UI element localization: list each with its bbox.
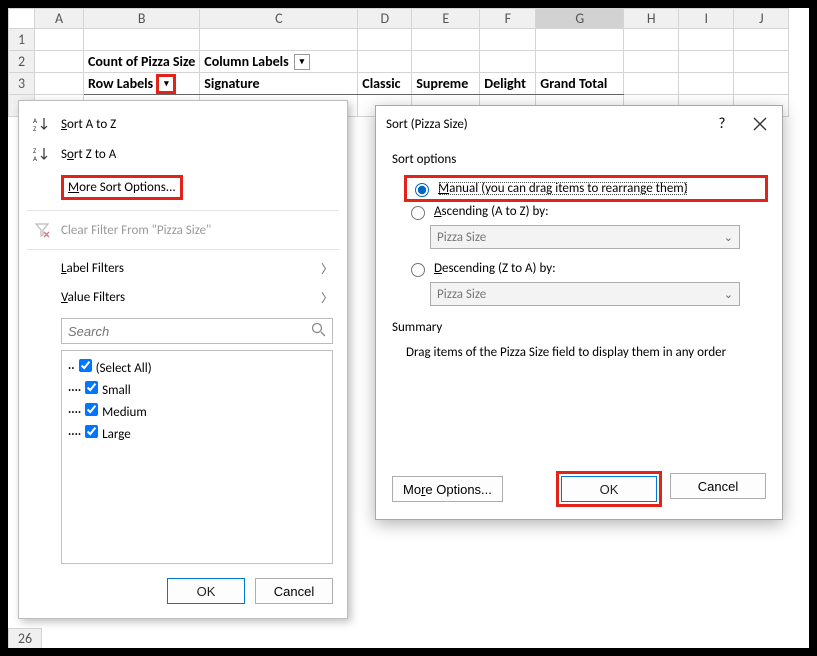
- radio-descending[interactable]: [411, 263, 425, 277]
- radio-manual-row[interactable]: Manual (you can drag items to rearrange …: [406, 177, 766, 200]
- sort-az-label: Sort A to Z: [61, 117, 116, 132]
- ascending-field-select[interactable]: Pizza Size ⌄: [430, 225, 740, 249]
- sort-a-to-z[interactable]: AZ Sort A to Z: [19, 109, 347, 139]
- dialog-titlebar: Sort (Pizza Size) ?: [376, 106, 782, 142]
- col-H[interactable]: H: [624, 9, 679, 29]
- sort-za-label: Sort Z to A: [61, 147, 116, 162]
- svg-text:A: A: [33, 154, 38, 163]
- radio-manual[interactable]: [415, 183, 429, 197]
- row-1[interactable]: 1: [9, 29, 35, 51]
- search-box: [61, 318, 333, 344]
- search-input[interactable]: [61, 318, 333, 344]
- row-3[interactable]: 3: [9, 73, 35, 95]
- row-labels-dropdown[interactable]: ▾: [158, 76, 174, 92]
- pivot-column-labels: Column Labels ▾: [200, 51, 358, 73]
- more-sort-options-label: More Sort Options...: [61, 175, 183, 200]
- col-I[interactable]: I: [679, 9, 734, 29]
- clear-filter-icon: [33, 221, 51, 239]
- filter-dropdown-menu: AZ Sort A to Z ZA Sort Z to A More Sort …: [18, 100, 348, 619]
- header-signature: Signature: [200, 73, 358, 95]
- dialog-cancel-button[interactable]: Cancel: [670, 473, 766, 499]
- filter-ok-button[interactable]: OK: [167, 578, 245, 604]
- column-labels-dropdown[interactable]: ▾: [294, 54, 310, 70]
- col-D[interactable]: D: [358, 9, 412, 29]
- col-J[interactable]: J: [734, 9, 789, 29]
- more-sort-options[interactable]: More Sort Options...: [19, 169, 347, 206]
- row-2[interactable]: 2: [9, 51, 35, 73]
- dialog-title: Sort (Pizza Size): [386, 117, 468, 132]
- more-options-button[interactable]: More Options...: [392, 476, 503, 502]
- label-filters[interactable]: Label Filters 〉: [19, 254, 347, 283]
- checkbox-select-all[interactable]: [79, 359, 92, 372]
- search-icon: [311, 322, 327, 342]
- tree-item-small[interactable]: ····Small: [66, 377, 328, 399]
- col-B[interactable]: B: [84, 9, 200, 29]
- checkbox-large[interactable]: [85, 425, 98, 438]
- radio-ascending[interactable]: [411, 206, 425, 220]
- clear-filter-label: Clear Filter From "Pizza Size": [61, 223, 211, 238]
- col-F[interactable]: F: [480, 9, 536, 29]
- summary-text: Drag items of the Pizza Size field to di…: [406, 345, 766, 360]
- sort-dialog: Sort (Pizza Size) ? Sort options Manual …: [375, 105, 783, 520]
- checkbox-medium[interactable]: [85, 403, 98, 416]
- sort-options-label: Sort options: [392, 152, 766, 167]
- col-A[interactable]: A: [35, 9, 84, 29]
- tree-item-select-all[interactable]: ··(Select All): [66, 355, 328, 377]
- value-filters[interactable]: Value Filters 〉: [19, 283, 347, 312]
- chevron-down-icon: ⌄: [724, 231, 733, 244]
- clear-filter: Clear Filter From "Pizza Size": [19, 215, 347, 245]
- dialog-help-button[interactable]: ?: [710, 112, 734, 136]
- chevron-right-icon: 〉: [321, 289, 333, 306]
- radio-manual-label: Manual (you can drag items to rearrange …: [438, 181, 688, 196]
- chevron-down-icon: ⌄: [724, 288, 733, 301]
- checkbox-small[interactable]: [85, 381, 98, 394]
- sort-za-icon: ZA: [33, 145, 51, 163]
- select-all-corner[interactable]: [9, 9, 35, 29]
- chevron-right-icon: 〉: [321, 260, 333, 277]
- svg-text:Z: Z: [33, 124, 37, 133]
- sort-az-icon: AZ: [33, 115, 51, 133]
- header-grand-total: Grand Total: [536, 73, 624, 95]
- radio-descending-row[interactable]: Descending (Z to A) by:: [406, 257, 766, 280]
- col-E[interactable]: E: [412, 9, 480, 29]
- col-C[interactable]: C: [200, 9, 358, 29]
- header-delight: Delight: [480, 73, 536, 95]
- value-filters-label: Value Filters: [61, 290, 125, 305]
- radio-descending-label: Descending (Z to A) by:: [434, 261, 556, 276]
- filter-cancel-button[interactable]: Cancel: [255, 578, 333, 604]
- descending-field-select[interactable]: Pizza Size ⌄: [430, 282, 740, 306]
- header-supreme: Supreme: [412, 73, 480, 95]
- label-filters-label: Label Filters: [61, 261, 124, 276]
- tree-item-medium[interactable]: ····Medium: [66, 399, 328, 421]
- col-G[interactable]: G: [536, 9, 624, 29]
- filter-item-list: ··(Select All) ····Small ····Medium ····…: [61, 350, 333, 564]
- sort-z-to-a[interactable]: ZA Sort Z to A: [19, 139, 347, 169]
- header-classic: Classic: [358, 73, 412, 95]
- pivot-count-label: Count of Pizza Size: [84, 51, 200, 73]
- dialog-ok-button[interactable]: OK: [561, 476, 657, 502]
- radio-ascending-label: Ascending (A to Z) by:: [434, 204, 549, 219]
- summary-label: Summary: [392, 320, 766, 335]
- dialog-close-button[interactable]: [748, 112, 772, 136]
- radio-ascending-row[interactable]: Ascending (A to Z) by:: [406, 200, 766, 223]
- pivot-row-labels-cell: Row Labels ▾: [84, 73, 200, 95]
- row-26[interactable]: 26: [8, 628, 42, 650]
- tree-item-large[interactable]: ····Large: [66, 421, 328, 443]
